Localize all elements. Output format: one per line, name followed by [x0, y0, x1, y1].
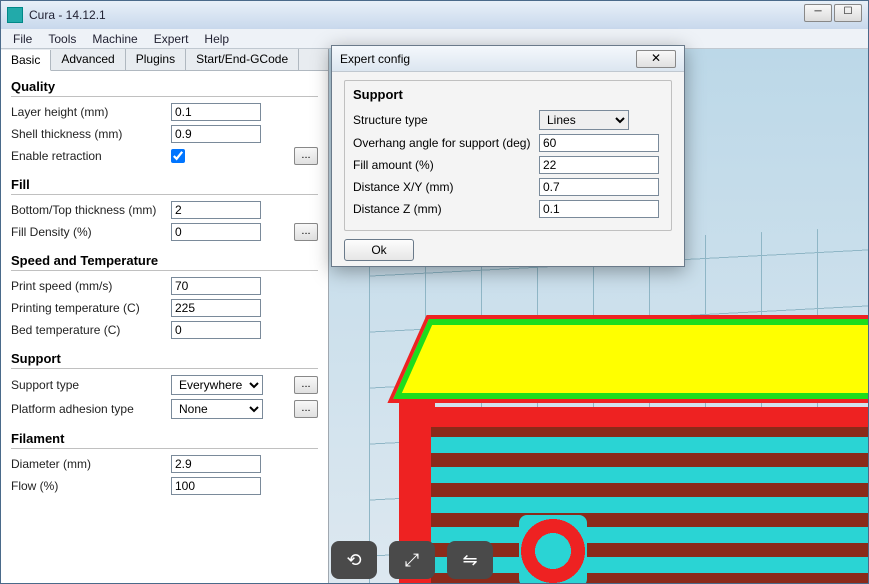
label-enable-retraction: Enable retraction: [11, 149, 171, 163]
support-more-button[interactable]: ...: [294, 376, 318, 394]
label-structure-type: Structure type: [353, 113, 539, 127]
model-front: [431, 407, 868, 583]
dialog-title: Expert config: [340, 52, 636, 66]
view-toolbar: ⟲ ⤢ ⇋: [331, 541, 493, 579]
label-distance-z: Distance Z (mm): [353, 202, 539, 216]
tab-plugins[interactable]: Plugins: [126, 49, 186, 70]
menu-tools[interactable]: Tools: [40, 30, 84, 48]
select-adhesion[interactable]: None: [171, 399, 263, 419]
dialog-close-button[interactable]: ✕: [636, 50, 676, 68]
menu-machine[interactable]: Machine: [84, 30, 145, 48]
label-print-speed: Print speed (mm/s): [11, 279, 171, 293]
menu-file[interactable]: File: [5, 30, 40, 48]
section-quality: Quality: [11, 79, 318, 97]
label-diameter: Diameter (mm): [11, 457, 171, 471]
section-fill: Fill: [11, 177, 318, 195]
tab-advanced[interactable]: Advanced: [51, 49, 125, 70]
expert-config-dialog: Expert config ✕ Support Structure type L…: [331, 45, 685, 267]
main-window: Cura - 14.12.1 ─ ☐ File Tools Machine Ex…: [0, 0, 869, 584]
label-support-type: Support type: [11, 378, 171, 392]
mirror-tool-button[interactable]: ⇋: [447, 541, 493, 579]
section-speed: Speed and Temperature: [11, 253, 318, 271]
dialog-section-title: Support: [353, 87, 663, 104]
label-fill-density: Fill Density (%): [11, 225, 171, 239]
label-bed-temp: Bed temperature (C): [11, 323, 171, 337]
adhesion-more-button[interactable]: ...: [294, 400, 318, 418]
label-adhesion: Platform adhesion type: [11, 402, 171, 416]
window-buttons: ─ ☐: [804, 4, 862, 22]
tab-gcode[interactable]: Start/End-GCode: [186, 49, 299, 70]
section-filament: Filament: [11, 431, 318, 449]
maximize-button[interactable]: ☐: [834, 4, 862, 22]
dialog-support-section: Support Structure type Lines Overhang an…: [344, 80, 672, 231]
input-shell-thickness[interactable]: [171, 125, 261, 143]
fill-more-button[interactable]: ...: [294, 223, 318, 241]
window-title: Cura - 14.12.1: [29, 8, 106, 22]
scale-tool-button[interactable]: ⤢: [389, 541, 435, 579]
input-distance-z[interactable]: [539, 200, 659, 218]
model-detail: [519, 515, 587, 583]
input-flow[interactable]: [171, 477, 261, 495]
input-print-speed[interactable]: [171, 277, 261, 295]
label-flow: Flow (%): [11, 479, 171, 493]
label-fill-amount: Fill amount (%): [353, 158, 539, 172]
rotate-tool-button[interactable]: ⟲: [331, 541, 377, 579]
select-support-type[interactable]: Everywhere: [171, 375, 263, 395]
label-shell-thickness: Shell thickness (mm): [11, 127, 171, 141]
app-icon: [7, 7, 23, 23]
dialog-ok-button[interactable]: Ok: [344, 239, 414, 261]
input-diameter[interactable]: [171, 455, 261, 473]
tab-basic[interactable]: Basic: [1, 50, 51, 71]
dialog-body: Support Structure type Lines Overhang an…: [332, 72, 684, 269]
label-overhang-angle: Overhang angle for support (deg): [353, 136, 539, 150]
label-distance-xy: Distance X/Y (mm): [353, 180, 539, 194]
minimize-button[interactable]: ─: [804, 4, 832, 22]
input-distance-xy[interactable]: [539, 178, 659, 196]
retraction-more-button[interactable]: ...: [294, 147, 318, 165]
input-printing-temp[interactable]: [171, 299, 261, 317]
panel-body: Quality Layer height (mm) Shell thicknes…: [1, 71, 328, 583]
label-layer-height: Layer height (mm): [11, 105, 171, 119]
input-layer-height[interactable]: [171, 103, 261, 121]
section-support: Support: [11, 351, 318, 369]
select-structure-type[interactable]: Lines: [539, 110, 629, 130]
dialog-titlebar: Expert config ✕: [332, 46, 684, 72]
menu-expert[interactable]: Expert: [146, 30, 197, 48]
checkbox-enable-retraction[interactable]: [171, 149, 185, 163]
input-fill-amount[interactable]: [539, 156, 659, 174]
input-fill-density[interactable]: [171, 223, 261, 241]
titlebar: Cura - 14.12.1 ─ ☐: [1, 1, 868, 29]
input-bottom-top[interactable]: [171, 201, 261, 219]
menu-help[interactable]: Help: [196, 30, 237, 48]
settings-tabs: Basic Advanced Plugins Start/End-GCode: [1, 49, 328, 71]
label-printing-temp: Printing temperature (C): [11, 301, 171, 315]
input-overhang-angle[interactable]: [539, 134, 659, 152]
input-bed-temp[interactable]: [171, 321, 261, 339]
model-top: [393, 319, 868, 399]
settings-panel: Basic Advanced Plugins Start/End-GCode Q…: [1, 49, 329, 583]
label-bottom-top: Bottom/Top thickness (mm): [11, 203, 171, 217]
